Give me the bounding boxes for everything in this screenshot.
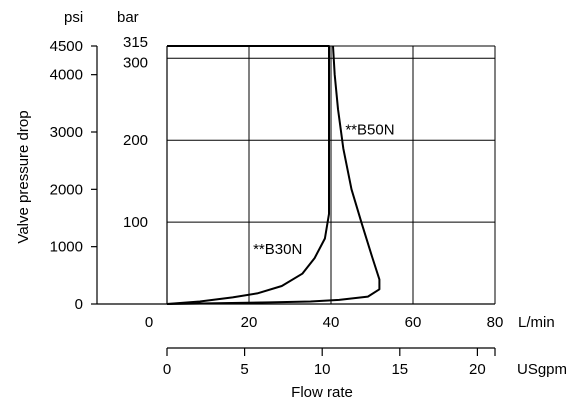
lmin-tick-label-40: 40 bbox=[323, 314, 340, 331]
bar-tick-label-315: 315 bbox=[123, 34, 148, 51]
series-label-b50n: **B50N bbox=[345, 122, 394, 139]
usgpm-unit-label: USgpm bbox=[517, 361, 567, 378]
usgpm-tick-label-10: 10 bbox=[314, 361, 331, 378]
lmin-unit-label: L/min bbox=[518, 314, 555, 331]
bar-tick-label-100: 100 bbox=[123, 214, 148, 231]
bar-tick-label-300: 300 bbox=[123, 54, 148, 71]
series-label-b30n: **B30N bbox=[253, 241, 302, 258]
psi-tick-label-4000: 4000 bbox=[50, 67, 83, 84]
bar-unit-label: bar bbox=[117, 9, 139, 26]
psi-tick-label-1000: 1000 bbox=[50, 239, 83, 256]
lmin-tick-label-80: 80 bbox=[487, 314, 504, 331]
lmin-tick-label-0: 0 bbox=[145, 314, 153, 331]
psi-unit-label: psi bbox=[64, 9, 83, 26]
axes bbox=[91, 45, 496, 356]
curves bbox=[166, 45, 381, 305]
psi-tick-label-4500: 4500 bbox=[50, 38, 83, 55]
x-axis-title: Flow rate bbox=[291, 384, 353, 401]
usgpm-tick-label-20: 20 bbox=[469, 361, 486, 378]
usgpm-tick-label-5: 5 bbox=[240, 361, 248, 378]
lmin-tick-label-60: 60 bbox=[405, 314, 422, 331]
curve-b30n bbox=[166, 45, 330, 305]
lmin-tick-label-20: 20 bbox=[241, 314, 258, 331]
psi-tick-label-2000: 2000 bbox=[50, 181, 83, 198]
curve-b50n bbox=[166, 45, 381, 305]
psi-tick-label-0: 0 bbox=[75, 296, 83, 313]
usgpm-tick-label-0: 0 bbox=[163, 361, 171, 378]
bar-tick-label-200: 200 bbox=[123, 132, 148, 149]
usgpm-tick-label-15: 15 bbox=[391, 361, 408, 378]
psi-tick-label-3000: 3000 bbox=[50, 124, 83, 141]
y-axis-title: Valve pressure drop bbox=[15, 110, 32, 243]
grid bbox=[167, 45, 496, 304]
